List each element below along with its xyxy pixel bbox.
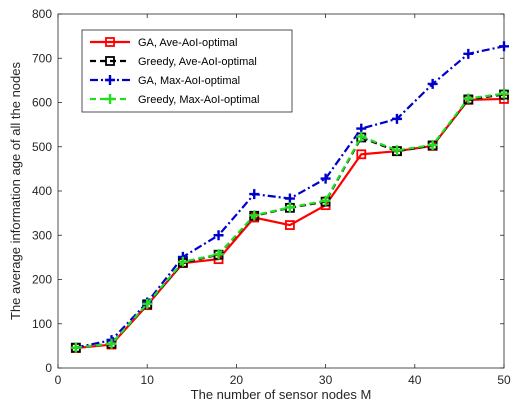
x-tick-label: 0 bbox=[55, 373, 62, 387]
y-tick-label: 500 bbox=[32, 140, 52, 154]
y-tick-label: 300 bbox=[32, 228, 52, 242]
y-tick-label: 800 bbox=[32, 7, 52, 21]
x-tick-label: 50 bbox=[497, 373, 511, 387]
data-point bbox=[70, 342, 81, 353]
y-tick-label: 0 bbox=[45, 361, 52, 375]
legend-marker bbox=[105, 37, 115, 47]
y-tick-label: 600 bbox=[32, 96, 52, 110]
legend-item: Greedy, Ave-AoI-optimal bbox=[90, 56, 257, 68]
data-point bbox=[391, 145, 402, 156]
data-point bbox=[499, 88, 509, 99]
data-point bbox=[427, 139, 438, 150]
data-point bbox=[177, 256, 188, 267]
series-4 bbox=[70, 88, 509, 353]
legend-item: GA, Max-AoI-optimal bbox=[90, 75, 240, 87]
x-tick-label: 40 bbox=[408, 373, 422, 387]
data-point bbox=[284, 193, 295, 204]
legend-label: Greedy, Max-AoI-optimal bbox=[138, 94, 259, 106]
chart-legend: GA, Ave-AoI-optimal Greedy, Ave-AoI-optim… bbox=[81, 29, 293, 113]
data-point bbox=[249, 210, 260, 221]
x-tick-label: 10 bbox=[141, 373, 155, 387]
y-tick-label: 700 bbox=[32, 51, 52, 65]
data-point bbox=[499, 41, 509, 52]
data-series bbox=[70, 41, 509, 353]
data-point bbox=[213, 230, 224, 241]
data-point bbox=[284, 202, 295, 213]
data-point bbox=[463, 48, 474, 59]
legend-marker bbox=[105, 75, 115, 85]
data-point bbox=[356, 131, 367, 142]
legend-item: Greedy, Max-AoI-optimal bbox=[90, 94, 259, 106]
data-point bbox=[463, 93, 474, 104]
legend-label: Greedy, Ave-AoI-optimal bbox=[138, 56, 257, 68]
data-point bbox=[142, 298, 153, 309]
y-tick-label: 400 bbox=[32, 184, 52, 198]
data-point bbox=[106, 338, 117, 349]
data-point bbox=[427, 78, 438, 89]
x-tick-label: 20 bbox=[230, 373, 244, 387]
data-point bbox=[320, 173, 331, 184]
data-point bbox=[320, 195, 331, 206]
y-tick-label: 200 bbox=[32, 273, 52, 287]
data-point bbox=[249, 189, 260, 200]
data-point bbox=[285, 220, 295, 230]
data-point bbox=[356, 149, 367, 160]
legend-box bbox=[81, 29, 293, 113]
x-tick-label: 30 bbox=[319, 373, 333, 387]
y-tick-label: 100 bbox=[32, 317, 52, 331]
x-axis-label: The number of sensor nodes M bbox=[191, 387, 372, 402]
data-point bbox=[213, 249, 224, 260]
legend-marker bbox=[105, 94, 115, 104]
legend-marker bbox=[105, 56, 115, 66]
legend-label: GA, Max-AoI-optimal bbox=[138, 75, 240, 87]
legend-item: GA, Ave-AoI-optimal bbox=[90, 37, 237, 49]
data-point bbox=[391, 113, 402, 124]
y-axis-label: The average information age of all the n… bbox=[8, 62, 23, 321]
legend-label: GA, Ave-AoI-optimal bbox=[138, 37, 237, 49]
